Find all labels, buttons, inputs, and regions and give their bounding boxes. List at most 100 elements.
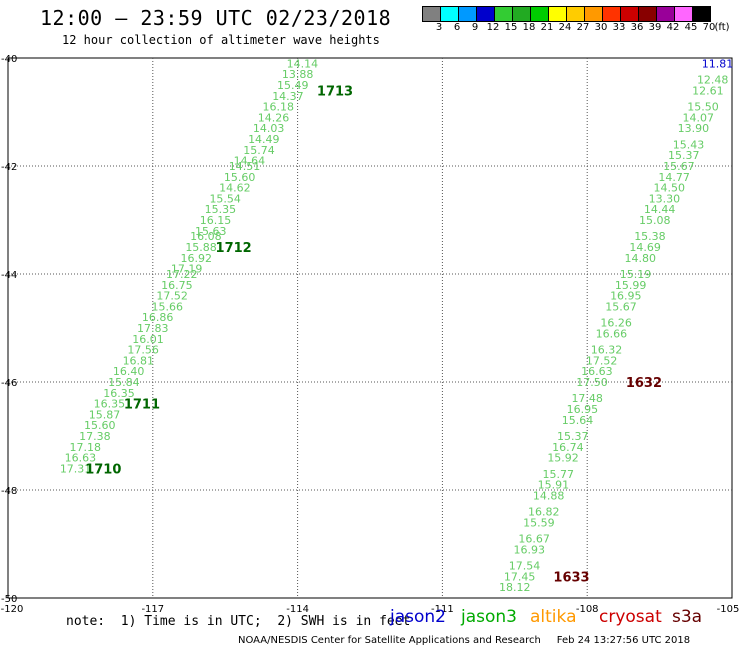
swh-point-label: 17.52: [586, 354, 618, 367]
swh-point-label: 17.50: [576, 376, 608, 389]
swh-point-label: 14.69: [629, 241, 661, 254]
colorbar-label: 18: [522, 22, 536, 33]
y-tick-label: -42: [1, 162, 17, 173]
swh-point-label: 16.95: [567, 403, 599, 416]
swh-point-label: 16.35: [94, 398, 126, 411]
swh-point-label: 17.19: [171, 263, 203, 276]
legend-item-s3a: s3a: [672, 607, 703, 627]
colorbar-label: 6: [453, 22, 461, 33]
swh-point-label: 15.91: [538, 479, 570, 492]
swh-point-label: 16.74: [552, 441, 584, 454]
swh-point-label: 12.61: [692, 84, 724, 97]
swh-point-label: 16.40: [113, 365, 145, 378]
swh-point-label: 17.54: [509, 560, 541, 573]
y-tick-label: -44: [1, 270, 17, 281]
swh-point-label: 16.63: [65, 452, 97, 465]
swh-point-label: 14.49: [248, 133, 280, 146]
swh-point-label: 16.01: [132, 333, 164, 346]
swh-point-label: 15.43: [673, 138, 705, 151]
y-tick-label: -50: [1, 594, 17, 605]
swh-point-label: 14.51: [229, 160, 261, 173]
time-label: 1710: [85, 462, 121, 477]
colorbar-label: 15: [504, 22, 518, 33]
x-tick-label: -117: [141, 604, 164, 615]
swh-point-label: 16.08: [190, 230, 222, 243]
swh-point-label: 15.87: [89, 408, 121, 421]
swh-point-label: 13.90: [678, 122, 710, 135]
swh-point-label: 16.81: [123, 354, 155, 367]
swh-point-label: 17.83: [137, 322, 169, 335]
colorbar-label: 45: [684, 22, 698, 33]
footer-note: note: 1) Time is in UTC; 2) SWH is in fe…: [66, 614, 411, 629]
legend-item-cryosat: cryosat: [599, 607, 662, 627]
swh-point-label: 16.18: [263, 101, 295, 114]
colorbar-label: 36: [630, 22, 644, 33]
swh-point-label: 17.18: [69, 441, 101, 454]
colorbar-label: 3: [435, 22, 443, 33]
colorbar-labels: 3 6 9 12 15 18 21 24 27 30 33 36 39 42 45 70 (ft): [422, 22, 740, 36]
swh-point-label: 16.93: [514, 543, 546, 556]
page-subtitle: 12 hour collection of altimeter wave hei…: [62, 33, 380, 47]
swh-point-label: 14.50: [654, 182, 686, 195]
swh-point-label: 15.54: [209, 192, 241, 205]
time-label: 1712: [216, 241, 252, 256]
swh-point-label: 16.67: [518, 533, 550, 546]
colorbar-label: 70: [702, 22, 716, 33]
colorbar-label: 9: [471, 22, 479, 33]
swh-point-label: 15.49: [277, 79, 309, 92]
plot-frame: [7, 57, 733, 599]
swh-point-label: 15.50: [687, 101, 719, 114]
swh-point-label: 14.37: [272, 90, 304, 103]
x-tick-label: -111: [431, 604, 454, 615]
swh-point-label: 16.26: [600, 317, 632, 330]
colorbar-label: 30: [594, 22, 608, 33]
colorbar-label: 24: [558, 22, 572, 33]
swh-point-label: 16.35: [103, 387, 135, 400]
swh-point-label: 15.64: [562, 414, 594, 427]
swh-point-label: 14.88: [533, 489, 565, 502]
swh-point-label: 15.63: [195, 225, 227, 238]
swh-point-label: 15.37: [557, 430, 589, 443]
swh-point-label: 15.74: [243, 144, 275, 157]
colorbar-label: 12: [486, 22, 500, 33]
swh-point-label: 14.03: [253, 122, 285, 135]
colorbar-label: 33: [612, 22, 626, 33]
swh-point-label: 13.88: [282, 68, 314, 81]
swh-point-label: 17.52: [156, 290, 188, 303]
swh-point-label: 17.22: [166, 268, 198, 281]
swh-point-label: 13.30: [649, 192, 681, 205]
swh-point-label: 14.62: [219, 182, 251, 195]
swh-point-label: 16.75: [161, 279, 193, 292]
time-label: 1633: [553, 570, 589, 585]
swh-point-label: 16.63: [581, 365, 613, 378]
swh-point-label: 14.64: [234, 155, 266, 168]
colorbar-label: 39: [648, 22, 662, 33]
swh-point-label: 16.15: [200, 214, 232, 227]
y-tick-label: -46: [1, 378, 17, 389]
swh-point-label: 18.12: [499, 581, 531, 594]
swh-point-label: 15.35: [205, 203, 237, 216]
swh-point-label: 12.48: [697, 74, 729, 87]
y-tick-label: -40: [1, 54, 17, 65]
page-title: 12:00 — 23:59 UTC 02/23/2018: [40, 6, 392, 30]
swh-point-label: 15.67: [605, 300, 637, 313]
swh-point-label: 15.99: [615, 279, 647, 292]
swh-point-label: 15.66: [152, 300, 184, 313]
credit-line: NOAA/NESDIS Center for Satellite Applica…: [238, 635, 691, 646]
swh-point-label: 16.95: [610, 290, 642, 303]
time-label: 1711: [124, 398, 160, 413]
colorbar-label: 21: [540, 22, 554, 33]
swh-point-label: 15.67: [663, 160, 695, 173]
swh-point-label: 16.86: [142, 311, 174, 324]
x-tick-label: -120: [1, 604, 24, 615]
swh-point-label: 15.88: [185, 241, 217, 254]
swh-point-label: 14.14: [287, 57, 319, 70]
swh-point-label: 15.77: [542, 468, 574, 481]
swh-point-label: 14.44: [644, 203, 676, 216]
colorbar-label: 42: [666, 22, 680, 33]
swh-point-label: 14.26: [258, 111, 290, 124]
x-tick-label: -114: [286, 604, 309, 615]
colorbar-swatch: [692, 6, 711, 22]
legend-item-jason3: jason3: [461, 607, 517, 627]
